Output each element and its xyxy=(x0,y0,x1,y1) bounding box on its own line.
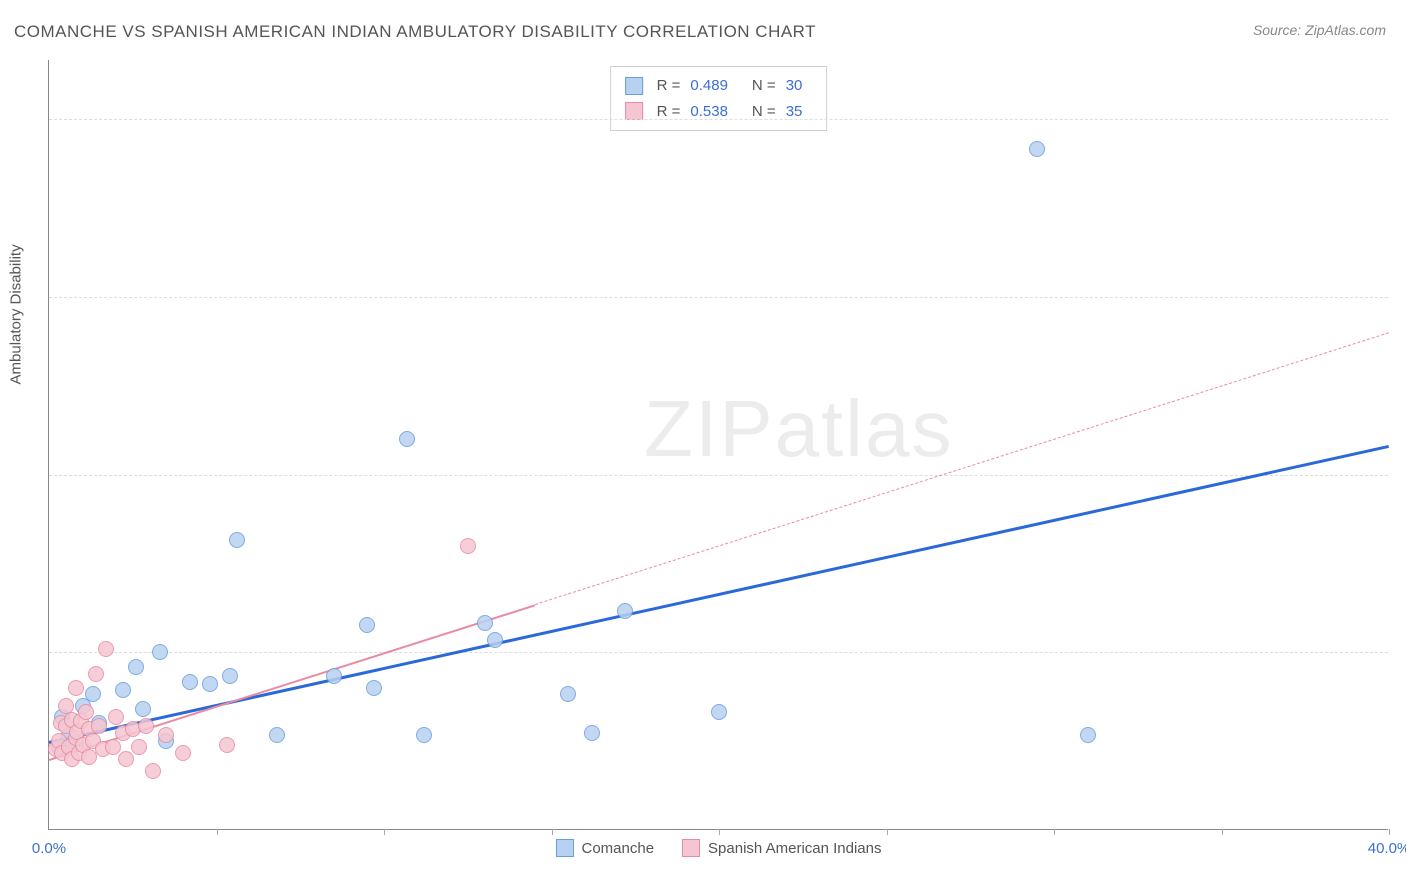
gridline xyxy=(49,297,1388,298)
data-point xyxy=(158,727,174,743)
x-tick xyxy=(384,829,385,835)
data-point xyxy=(68,680,84,696)
data-point xyxy=(138,718,154,734)
data-point xyxy=(222,668,238,684)
trend-line-extrapolated xyxy=(535,332,1390,605)
data-point xyxy=(560,686,576,702)
x-tick xyxy=(552,829,553,835)
x-tick xyxy=(719,829,720,835)
x-tick-label: 40.0% xyxy=(1368,840,1406,857)
data-point xyxy=(98,641,114,657)
r-value: 0.489 xyxy=(690,73,728,99)
n-value: 30 xyxy=(786,73,803,99)
data-point xyxy=(202,676,218,692)
watermark: ZIPatlas xyxy=(644,383,953,475)
legend-item: Comanche xyxy=(556,839,655,857)
y-tick-label: 30.0% xyxy=(1393,466,1406,483)
data-point xyxy=(219,737,235,753)
data-point xyxy=(152,644,168,660)
y-axis-title: Ambulatory Disability xyxy=(8,244,25,384)
data-point xyxy=(85,686,101,702)
data-point xyxy=(145,763,161,779)
r-label: R = xyxy=(657,73,681,99)
data-point xyxy=(105,739,121,755)
data-point xyxy=(128,659,144,675)
legend-swatch xyxy=(556,839,574,857)
x-tick xyxy=(1389,829,1390,835)
data-point xyxy=(229,532,245,548)
legend-item: Spanish American Indians xyxy=(682,839,881,857)
data-point xyxy=(175,745,191,761)
data-point xyxy=(91,718,107,734)
data-point xyxy=(460,538,476,554)
gridline xyxy=(49,475,1388,476)
data-point xyxy=(326,668,342,684)
plot-area: ZIPatlas R =0.489N =30R =0.538N =35 Coma… xyxy=(48,60,1388,830)
correlation-chart: COMANCHE VS SPANISH AMERICAN INDIAN AMBU… xyxy=(0,0,1406,892)
legend-swatch xyxy=(625,102,643,120)
data-point xyxy=(416,727,432,743)
gridline xyxy=(49,119,1388,120)
data-point xyxy=(366,680,382,696)
data-point xyxy=(135,701,151,717)
data-point xyxy=(118,751,134,767)
y-tick-label: 60.0% xyxy=(1393,111,1406,128)
data-point xyxy=(477,615,493,631)
data-point xyxy=(1029,141,1045,157)
data-point xyxy=(584,725,600,741)
data-point xyxy=(269,727,285,743)
x-tick xyxy=(1222,829,1223,835)
data-point xyxy=(399,431,415,447)
legend-label: Spanish American Indians xyxy=(708,840,881,857)
x-tick xyxy=(1054,829,1055,835)
legend-swatch xyxy=(625,77,643,95)
gridline xyxy=(49,652,1388,653)
data-point xyxy=(1080,727,1096,743)
data-point xyxy=(108,709,124,725)
x-tick-label: 0.0% xyxy=(32,840,66,857)
correlation-legend: R =0.489N =30R =0.538N =35 xyxy=(610,66,828,131)
data-point xyxy=(182,674,198,690)
trend-line xyxy=(49,445,1390,744)
legend-swatch xyxy=(682,839,700,857)
legend-label: Comanche xyxy=(582,840,655,857)
data-point xyxy=(78,704,94,720)
data-point xyxy=(359,617,375,633)
data-point xyxy=(115,682,131,698)
chart-source: Source: ZipAtlas.com xyxy=(1253,22,1386,38)
n-label: N = xyxy=(752,73,776,99)
legend-stat-row: R = 0.489 N = 30 xyxy=(625,73,813,99)
series-legend: Comanche Spanish American Indians xyxy=(556,839,882,857)
data-point xyxy=(88,666,104,682)
chart-title: COMANCHE VS SPANISH AMERICAN INDIAN AMBU… xyxy=(14,22,816,42)
y-tick-label: 45.0% xyxy=(1393,288,1406,305)
data-point xyxy=(617,603,633,619)
x-tick xyxy=(887,829,888,835)
data-point xyxy=(131,739,147,755)
x-tick xyxy=(217,829,218,835)
data-point xyxy=(711,704,727,720)
data-point xyxy=(487,632,503,648)
y-tick-label: 15.0% xyxy=(1393,644,1406,661)
